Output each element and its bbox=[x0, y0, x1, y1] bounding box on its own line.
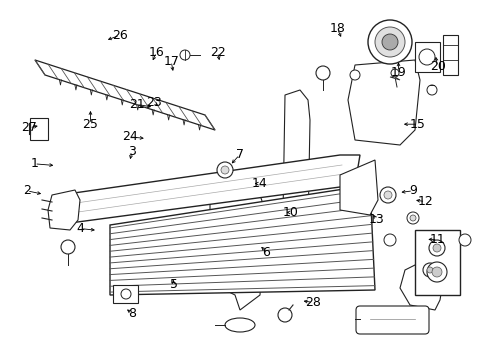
Text: 25: 25 bbox=[82, 118, 98, 131]
Text: 11: 11 bbox=[429, 233, 445, 246]
Circle shape bbox=[432, 244, 440, 252]
Circle shape bbox=[428, 240, 444, 256]
Circle shape bbox=[381, 34, 397, 50]
Circle shape bbox=[422, 263, 436, 277]
Polygon shape bbox=[347, 60, 419, 145]
Polygon shape bbox=[110, 185, 374, 295]
Polygon shape bbox=[48, 190, 80, 230]
Polygon shape bbox=[389, 77, 399, 80]
Bar bbox=[414, 230, 459, 295]
Text: 7: 7 bbox=[235, 148, 243, 161]
Circle shape bbox=[180, 50, 190, 60]
Text: 8: 8 bbox=[128, 307, 136, 320]
Text: 18: 18 bbox=[329, 22, 345, 35]
Polygon shape bbox=[35, 60, 215, 130]
Circle shape bbox=[409, 215, 415, 221]
Circle shape bbox=[458, 234, 470, 246]
Text: 26: 26 bbox=[112, 29, 127, 42]
Text: 6: 6 bbox=[262, 246, 270, 258]
Circle shape bbox=[383, 234, 395, 246]
Text: 28: 28 bbox=[305, 296, 320, 309]
Bar bbox=[30, 118, 48, 140]
Bar bbox=[442, 35, 457, 75]
Text: 4: 4 bbox=[77, 222, 84, 235]
Bar bbox=[414, 42, 439, 72]
Circle shape bbox=[418, 49, 434, 65]
Circle shape bbox=[431, 267, 441, 277]
Text: 23: 23 bbox=[146, 96, 162, 109]
Polygon shape bbox=[283, 90, 309, 245]
Text: 5: 5 bbox=[169, 278, 177, 291]
Ellipse shape bbox=[224, 318, 254, 332]
Text: 19: 19 bbox=[390, 66, 406, 78]
Text: 14: 14 bbox=[251, 177, 266, 190]
Circle shape bbox=[315, 66, 329, 80]
Circle shape bbox=[278, 308, 291, 322]
Circle shape bbox=[426, 262, 446, 282]
Text: 12: 12 bbox=[417, 195, 432, 208]
FancyBboxPatch shape bbox=[355, 306, 428, 334]
Text: 21: 21 bbox=[129, 98, 144, 111]
Circle shape bbox=[217, 162, 232, 178]
Text: 10: 10 bbox=[283, 206, 298, 219]
Circle shape bbox=[390, 69, 398, 77]
Text: 22: 22 bbox=[209, 46, 225, 59]
Text: 3: 3 bbox=[128, 145, 136, 158]
Text: 15: 15 bbox=[409, 118, 425, 131]
Text: 2: 2 bbox=[23, 184, 31, 197]
Text: 16: 16 bbox=[148, 46, 164, 59]
Text: 1: 1 bbox=[30, 157, 38, 170]
Circle shape bbox=[349, 70, 359, 80]
Text: 20: 20 bbox=[429, 60, 445, 73]
Circle shape bbox=[383, 191, 391, 199]
Polygon shape bbox=[209, 175, 264, 310]
Text: 13: 13 bbox=[368, 213, 384, 226]
Circle shape bbox=[61, 240, 75, 254]
Circle shape bbox=[426, 85, 436, 95]
Circle shape bbox=[379, 187, 395, 203]
Text: 9: 9 bbox=[408, 184, 416, 197]
Text: 27: 27 bbox=[21, 121, 37, 134]
Circle shape bbox=[221, 166, 228, 174]
Circle shape bbox=[406, 212, 418, 224]
Text: 17: 17 bbox=[163, 55, 179, 68]
Text: 24: 24 bbox=[122, 130, 137, 143]
Circle shape bbox=[121, 289, 131, 299]
Polygon shape bbox=[50, 155, 359, 225]
Bar bbox=[113, 285, 138, 303]
Polygon shape bbox=[339, 160, 377, 215]
Polygon shape bbox=[399, 255, 444, 310]
Circle shape bbox=[367, 20, 411, 64]
Circle shape bbox=[426, 267, 432, 273]
Circle shape bbox=[374, 27, 404, 57]
